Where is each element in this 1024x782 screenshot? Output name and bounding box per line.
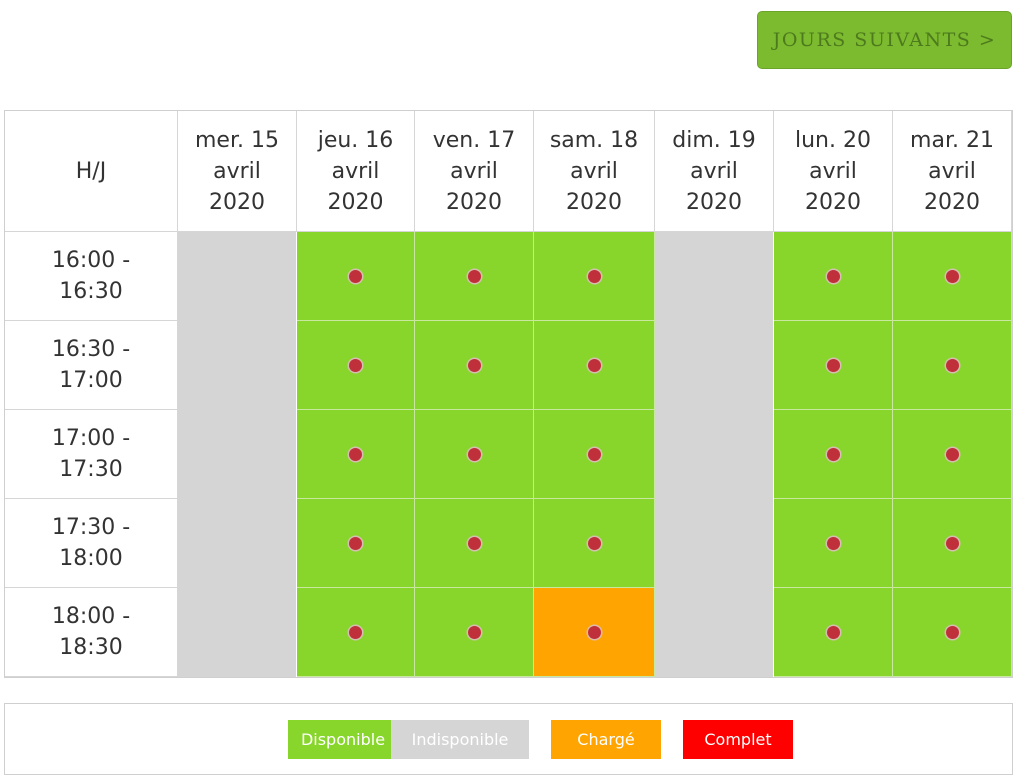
slot-dot-icon (467, 625, 481, 639)
time-slot-available[interactable] (415, 232, 534, 321)
slot-dot-icon (945, 536, 959, 550)
legend-item: Indisponible (391, 720, 529, 759)
legend-item: Chargé (551, 720, 661, 759)
time-slot-available[interactable] (774, 321, 893, 410)
slot-dot-icon (826, 625, 840, 639)
slot-dot-icon (349, 269, 362, 283)
slot-dot-icon (467, 358, 481, 372)
time-slot-available[interactable] (415, 588, 534, 677)
time-slot-available[interactable] (534, 232, 655, 321)
time-slot-available[interactable] (534, 321, 655, 410)
time-slot-available[interactable] (774, 232, 893, 321)
slot-dot-icon (467, 536, 481, 550)
time-slot-available[interactable] (297, 410, 415, 499)
slot-dot-icon (587, 447, 601, 461)
slot-dot-icon (945, 269, 959, 283)
time-slot-available[interactable] (893, 499, 1012, 588)
time-slot-available[interactable] (893, 410, 1012, 499)
time-slot-label: 18:00 - 18:30 (5, 588, 178, 677)
slot-dot-icon (349, 625, 362, 639)
unavailable-day-column (178, 232, 297, 677)
time-slot-loaded[interactable] (534, 588, 655, 677)
time-slot-available[interactable] (893, 232, 1012, 321)
time-slot-available[interactable] (774, 410, 893, 499)
time-slot-available[interactable] (415, 499, 534, 588)
slot-dot-icon (945, 447, 959, 461)
slot-dot-icon (826, 447, 840, 461)
slot-dot-icon (826, 536, 840, 550)
slot-dot-icon (349, 358, 362, 372)
legend-item: Complet (683, 720, 793, 759)
slot-dot-icon (587, 358, 601, 372)
day-header: sam. 18 avril 2020 (534, 111, 655, 232)
unavailable-day-column (655, 232, 774, 677)
legend-item: Disponible (288, 720, 398, 759)
time-slot-available[interactable] (297, 321, 415, 410)
time-slot-available[interactable] (415, 321, 534, 410)
corner-header: H/J (5, 111, 178, 232)
day-header: dim. 19 avril 2020 (655, 111, 774, 232)
slot-dot-icon (349, 447, 362, 461)
day-header: jeu. 16 avril 2020 (297, 111, 415, 232)
slot-dot-icon (587, 536, 601, 550)
slot-dot-icon (349, 536, 362, 550)
next-days-button[interactable]: JOURS SUIVANTS > (757, 11, 1012, 69)
legend: Disponible Indisponible Chargé Complet (4, 703, 1013, 775)
slot-dot-icon (826, 269, 840, 283)
slot-dot-icon (587, 269, 601, 283)
day-header: lun. 20 avril 2020 (774, 111, 893, 232)
slot-dot-icon (467, 447, 481, 461)
time-slot-label: 17:00 - 17:30 (5, 410, 178, 499)
slot-dot-icon (945, 625, 959, 639)
day-header: mar. 21 avril 2020 (893, 111, 1012, 232)
time-slot-label: 16:00 - 16:30 (5, 232, 178, 321)
time-slot-label: 16:30 - 17:00 (5, 321, 178, 410)
slot-dot-icon (587, 625, 601, 639)
time-slot-available[interactable] (774, 499, 893, 588)
slot-dot-icon (467, 269, 481, 283)
time-slot-available[interactable] (534, 499, 655, 588)
time-slot-available[interactable] (415, 410, 534, 499)
time-slot-available[interactable] (534, 410, 655, 499)
time-slot-available[interactable] (893, 321, 1012, 410)
time-slot-available[interactable] (774, 588, 893, 677)
day-header: mer. 15 avril 2020 (178, 111, 297, 232)
day-header: ven. 17 avril 2020 (415, 111, 534, 232)
slot-dot-icon (945, 358, 959, 372)
time-slot-available[interactable] (297, 588, 415, 677)
time-slot-label: 17:30 - 18:00 (5, 499, 178, 588)
schedule-grid: H/J mer. 15 avril 2020 jeu. 16 avril 2020 v… (4, 110, 1013, 678)
slot-dot-icon (826, 358, 840, 372)
time-slot-available[interactable] (893, 588, 1012, 677)
time-slot-available[interactable] (297, 499, 415, 588)
time-slot-available[interactable] (297, 232, 415, 321)
